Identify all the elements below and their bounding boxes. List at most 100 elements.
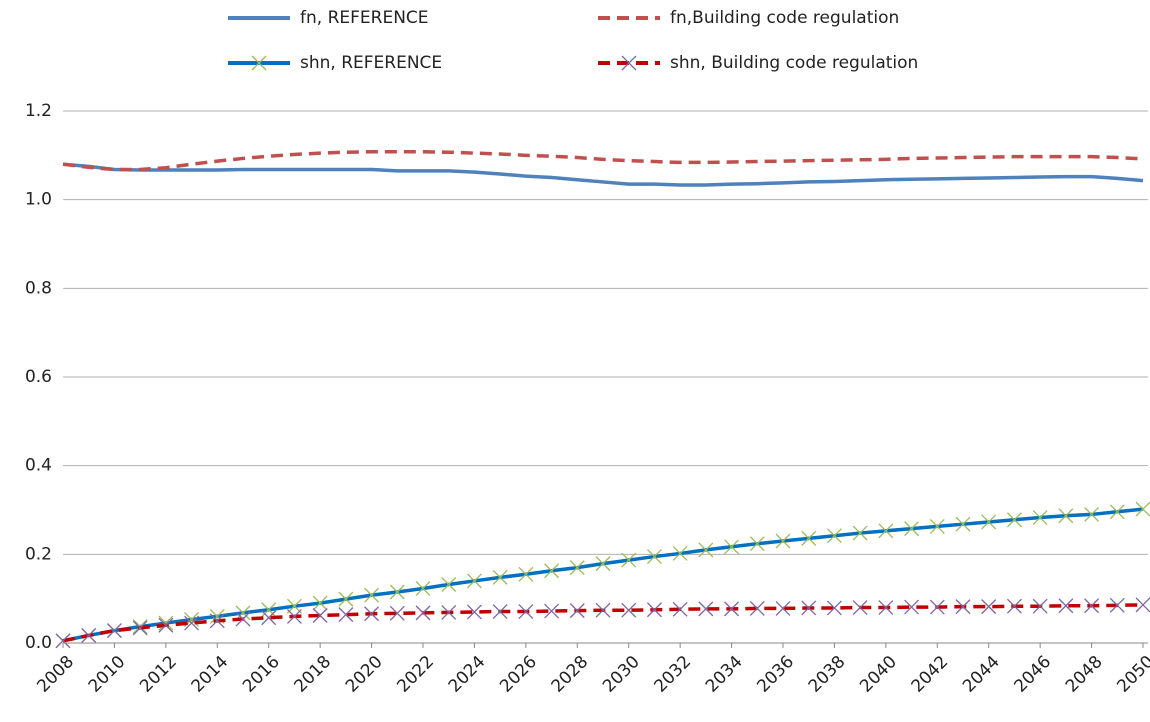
marker bbox=[261, 610, 277, 626]
x-tick-label: 2008 bbox=[33, 652, 78, 697]
marker bbox=[1084, 598, 1100, 614]
marker bbox=[492, 569, 508, 585]
marker bbox=[698, 601, 714, 617]
marker bbox=[775, 600, 791, 616]
marker bbox=[878, 523, 894, 539]
marker bbox=[364, 587, 380, 603]
marker bbox=[106, 623, 122, 639]
marker bbox=[852, 525, 868, 541]
marker bbox=[415, 581, 431, 596]
marker bbox=[261, 602, 277, 618]
marker bbox=[904, 521, 920, 537]
x-tick-label: 2048 bbox=[1062, 652, 1107, 697]
marker bbox=[595, 556, 611, 572]
marker bbox=[955, 599, 971, 615]
marker bbox=[492, 604, 508, 619]
marker bbox=[518, 604, 534, 619]
marker bbox=[209, 613, 225, 629]
marker bbox=[1006, 512, 1022, 528]
x-tick-label: 2030 bbox=[599, 652, 644, 697]
marker bbox=[724, 601, 740, 617]
marker bbox=[981, 514, 997, 530]
marker bbox=[415, 605, 431, 621]
legend-label: shn, REFERENCE bbox=[300, 53, 442, 73]
marker bbox=[801, 600, 817, 616]
marker bbox=[338, 591, 354, 607]
y-tick-label: 0.6 bbox=[25, 367, 52, 387]
legend-label: shn, Building code regulation bbox=[670, 53, 918, 73]
marker bbox=[1058, 598, 1074, 614]
marker bbox=[286, 608, 302, 624]
legend-marker bbox=[251, 55, 267, 71]
marker bbox=[826, 600, 842, 616]
x-tick-label: 2050 bbox=[1113, 652, 1150, 697]
marker bbox=[1135, 597, 1150, 613]
marker bbox=[235, 605, 251, 621]
marker bbox=[569, 560, 585, 576]
marker bbox=[312, 595, 328, 611]
marker bbox=[981, 599, 997, 615]
marker bbox=[929, 518, 945, 534]
y-tick-label: 1.2 bbox=[25, 101, 52, 121]
marker bbox=[389, 584, 405, 600]
marker bbox=[595, 602, 611, 618]
y-tick-label: 0.0 bbox=[25, 633, 52, 653]
marker bbox=[878, 600, 894, 615]
marker bbox=[1109, 504, 1125, 520]
marker bbox=[441, 604, 457, 620]
marker bbox=[81, 628, 97, 643]
marker bbox=[646, 602, 662, 618]
marker bbox=[569, 603, 585, 619]
y-tick-label: 1.0 bbox=[25, 190, 52, 210]
marker bbox=[801, 530, 817, 546]
marker bbox=[1135, 501, 1150, 517]
x-tick-label: 2044 bbox=[959, 652, 1004, 697]
marker bbox=[235, 611, 251, 627]
marker bbox=[518, 566, 534, 582]
y-tick-label: 0.2 bbox=[25, 544, 52, 564]
x-tick-label: 2032 bbox=[650, 652, 695, 697]
y-tick-label: 0.4 bbox=[25, 456, 52, 476]
x-tick-label: 2038 bbox=[805, 652, 850, 697]
marker bbox=[775, 533, 791, 549]
x-tick-label: 2016 bbox=[239, 652, 284, 697]
marker bbox=[646, 549, 662, 565]
marker bbox=[826, 528, 842, 544]
marker bbox=[184, 615, 200, 631]
marker bbox=[1109, 597, 1125, 613]
marker bbox=[158, 615, 174, 631]
marker bbox=[724, 539, 740, 555]
marker bbox=[929, 599, 945, 615]
marker bbox=[364, 606, 380, 622]
marker bbox=[312, 608, 328, 623]
marker bbox=[158, 617, 174, 633]
x-tick-label: 2014 bbox=[188, 652, 233, 697]
x-tick-label: 2034 bbox=[702, 652, 747, 697]
marker bbox=[621, 552, 637, 568]
marker bbox=[852, 600, 868, 615]
marker bbox=[1032, 598, 1048, 614]
marker bbox=[621, 602, 637, 618]
marker bbox=[672, 545, 688, 561]
marker bbox=[55, 633, 71, 649]
series-line bbox=[62, 150, 1144, 172]
x-tick-label: 2010 bbox=[85, 652, 130, 697]
legend-label: fn, REFERENCE bbox=[300, 8, 429, 28]
marker bbox=[544, 563, 560, 579]
marker bbox=[1006, 598, 1022, 614]
marker bbox=[749, 536, 765, 552]
x-tick-label: 2024 bbox=[445, 652, 490, 697]
x-tick-label: 2040 bbox=[856, 652, 901, 697]
marker bbox=[749, 600, 765, 616]
marker bbox=[904, 599, 920, 615]
marker bbox=[698, 542, 714, 558]
x-tick-label: 2046 bbox=[1010, 652, 1055, 697]
marker bbox=[466, 573, 482, 589]
x-tick-label: 2022 bbox=[393, 652, 438, 697]
legend-label: fn,Building code regulation bbox=[670, 8, 899, 28]
x-tick-label: 2020 bbox=[342, 652, 387, 697]
x-tick-label: 2018 bbox=[290, 652, 335, 697]
x-tick-label: 2026 bbox=[496, 652, 541, 697]
marker bbox=[389, 605, 405, 621]
